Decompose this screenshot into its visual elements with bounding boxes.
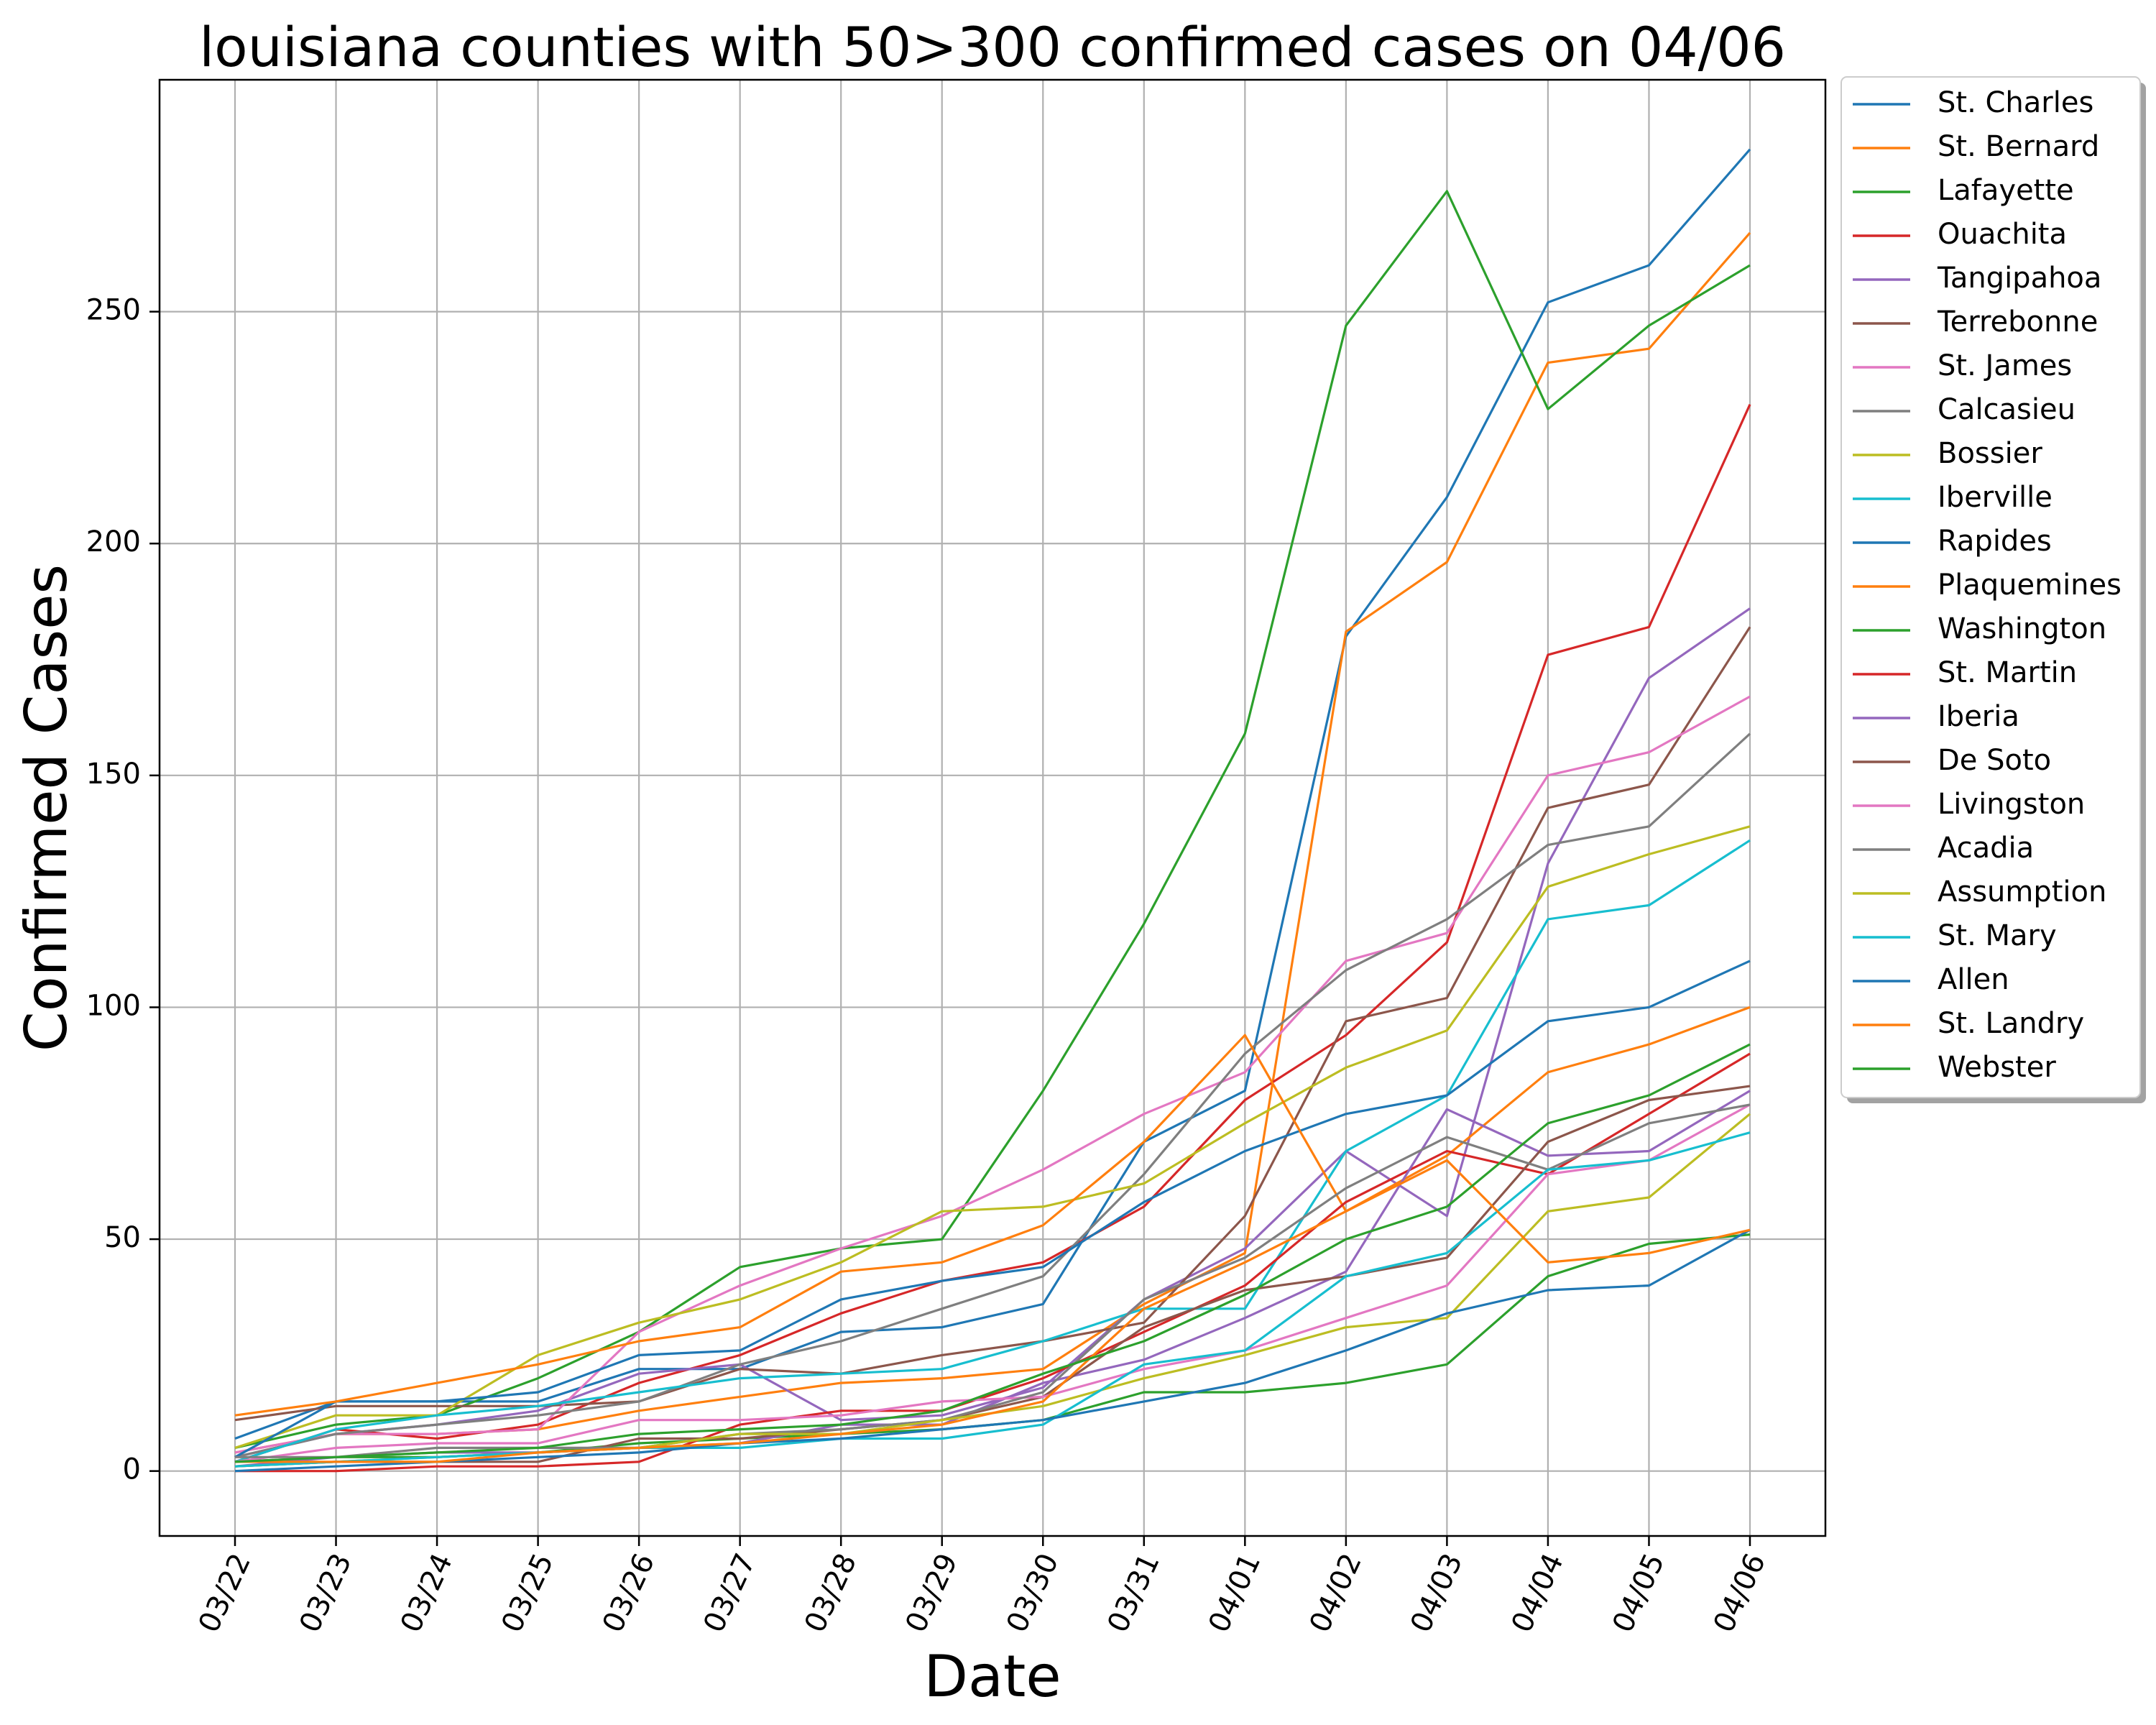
y-tick-label: 150 — [86, 758, 141, 791]
series-line — [235, 1159, 1751, 1463]
series-line — [234, 626, 1751, 1422]
legend-label: De Soto — [1938, 744, 2051, 777]
legend-label: St. Bernard — [1938, 130, 2099, 163]
series-lines — [234, 148, 1751, 1473]
legend-label: Calcasieu — [1938, 393, 2076, 426]
legend-label: Rapides — [1938, 525, 2052, 558]
legend-label: Washington — [1938, 612, 2106, 645]
legend-label: St. Charles — [1938, 86, 2093, 119]
series-line — [234, 1006, 1751, 1417]
series-line — [235, 1052, 1751, 1473]
legend-label: Assumption — [1938, 875, 2106, 908]
series-line — [234, 825, 1751, 1449]
legend-label: St. James — [1938, 349, 2072, 382]
y-tick-label: 100 — [86, 989, 141, 1022]
legend-label: Terrebonne — [1937, 305, 2098, 339]
series-line — [234, 695, 1751, 1454]
legend-label: Iberville — [1938, 481, 2053, 514]
y-axis-ticks: 0 50 100 150 200 250 — [86, 294, 160, 1486]
y-axis-label: Confirmed Cases — [13, 564, 80, 1052]
y-tick-label: 50 — [104, 1221, 141, 1254]
legend-label: Livingston — [1938, 788, 2085, 821]
series-line — [234, 1043, 1751, 1463]
series-line — [234, 148, 1751, 1440]
y-tick-label: 0 — [123, 1453, 141, 1486]
series-line — [234, 960, 1751, 1458]
legend-label: Allen — [1938, 963, 2009, 996]
legend-label: St. Landry — [1938, 1007, 2084, 1040]
legend-label: Bossier — [1938, 437, 2042, 470]
series-line — [235, 1103, 1751, 1458]
legend-label: Ouachita — [1938, 218, 2067, 251]
legend-items: St. Charles St. Bernard Lafayette Ouachita T… — [1853, 86, 2122, 1084]
x-axis-label: Date — [923, 1643, 1061, 1710]
legend-label: St. Martin — [1938, 656, 2077, 689]
y-tick-label: 250 — [86, 294, 141, 327]
legend: St. Charles St. Bernard Lafayette Ouachita T… — [1841, 76, 2146, 1103]
series-line — [234, 1228, 1751, 1473]
legend-label: Tangipahoa — [1937, 262, 2101, 295]
series-line — [234, 1103, 1751, 1463]
legend-label: Lafayette — [1938, 174, 2074, 207]
series-line — [234, 607, 1751, 1458]
legend-label: Plaquemines — [1938, 569, 2122, 602]
series-line — [234, 732, 1751, 1458]
chart-title: louisiana counties with 50>300 confirmed… — [199, 15, 1786, 79]
plot-area-frame — [158, 78, 1827, 1537]
legend-label: Acadia — [1938, 832, 2034, 865]
legend-label: St. Mary — [1938, 919, 2057, 952]
series-line — [234, 1085, 1751, 1468]
series-line — [234, 839, 1751, 1463]
legend-label: Iberia — [1938, 700, 2019, 733]
legend-label: Webster — [1938, 1051, 2056, 1084]
series-line — [234, 1090, 1751, 1468]
y-tick-label: 200 — [86, 525, 141, 558]
legend-frame — [1841, 76, 2141, 1098]
